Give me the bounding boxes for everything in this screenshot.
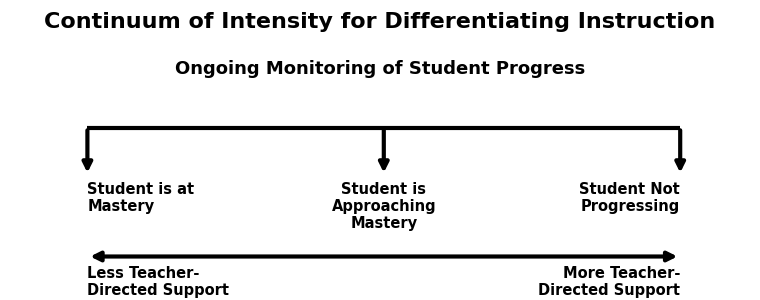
Text: Student is
Approaching
Mastery: Student is Approaching Mastery [331,182,436,231]
Text: Less Teacher-
Directed Support: Less Teacher- Directed Support [87,266,230,298]
Text: Continuum of Intensity for Differentiating Instruction: Continuum of Intensity for Differentiati… [44,12,716,32]
Text: Student Not
Progressing: Student Not Progressing [579,182,680,214]
Text: Ongoing Monitoring of Student Progress: Ongoing Monitoring of Student Progress [175,60,585,78]
Text: More Teacher-
Directed Support: More Teacher- Directed Support [538,266,680,298]
Text: Student is at
Mastery: Student is at Mastery [87,182,195,214]
